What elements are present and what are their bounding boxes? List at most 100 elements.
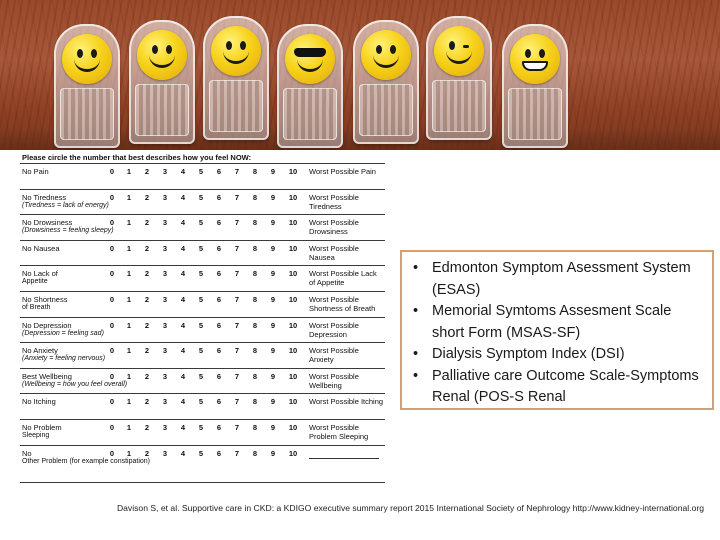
- rating-option[interactable]: 6: [216, 295, 222, 304]
- rating-option[interactable]: 6: [216, 269, 222, 279]
- rating-option[interactable]: 4: [180, 295, 186, 304]
- rating-option[interactable]: 9: [270, 243, 276, 253]
- rating-option[interactable]: 9: [270, 397, 276, 407]
- rating-option[interactable]: 7: [234, 397, 240, 407]
- rating-option[interactable]: 4: [180, 320, 186, 330]
- rating-option[interactable]: 10: [288, 346, 298, 356]
- rating-option[interactable]: 10: [288, 397, 298, 407]
- rating-option[interactable]: 3: [162, 346, 168, 356]
- rating-option[interactable]: 5: [198, 371, 204, 381]
- rating-option[interactable]: 0: [109, 371, 115, 381]
- rating-option[interactable]: 0: [109, 167, 115, 176]
- rating-option[interactable]: 3: [162, 192, 168, 202]
- rating-option[interactable]: 7: [234, 192, 240, 202]
- rating-option[interactable]: 3: [162, 269, 168, 279]
- rating-option[interactable]: 10: [288, 243, 298, 253]
- rating-option[interactable]: 9: [270, 269, 276, 279]
- rating-option[interactable]: 8: [252, 371, 258, 381]
- rating-option[interactable]: 4: [180, 448, 186, 458]
- rating-option[interactable]: 5: [198, 269, 204, 279]
- rating-option[interactable]: 8: [252, 448, 258, 458]
- rating-option[interactable]: 6: [216, 448, 222, 458]
- rating-option[interactable]: 5: [198, 423, 204, 432]
- rating-option[interactable]: 0: [109, 320, 115, 330]
- rating-option[interactable]: 3: [162, 320, 168, 330]
- rating-option[interactable]: 10: [288, 218, 298, 228]
- rating-option[interactable]: 2: [144, 371, 150, 381]
- rating-option[interactable]: 1: [126, 397, 132, 407]
- rating-option[interactable]: 8: [252, 243, 258, 253]
- rating-option[interactable]: 3: [162, 397, 168, 407]
- rating-option[interactable]: 0: [109, 218, 115, 228]
- rating-option[interactable]: 9: [270, 423, 276, 432]
- rating-option[interactable]: 7: [234, 295, 240, 304]
- rating-option[interactable]: 6: [216, 243, 222, 253]
- rating-option[interactable]: 6: [216, 346, 222, 356]
- rating-option[interactable]: 2: [144, 269, 150, 279]
- rating-option[interactable]: 7: [234, 448, 240, 458]
- rating-option[interactable]: 4: [180, 371, 186, 381]
- rating-option[interactable]: 1: [126, 346, 132, 356]
- rating-option[interactable]: 5: [198, 397, 204, 407]
- rating-option[interactable]: 0: [109, 243, 115, 253]
- rating-option[interactable]: 10: [288, 320, 298, 330]
- rating-option[interactable]: 3: [162, 448, 168, 458]
- rating-option[interactable]: 3: [162, 295, 168, 304]
- rating-option[interactable]: 3: [162, 218, 168, 228]
- rating-option[interactable]: 8: [252, 192, 258, 202]
- rating-option[interactable]: 7: [234, 218, 240, 228]
- rating-option[interactable]: 1: [126, 269, 132, 279]
- rating-option[interactable]: 10: [288, 192, 298, 202]
- rating-option[interactable]: 9: [270, 346, 276, 356]
- rating-option[interactable]: 9: [270, 320, 276, 330]
- rating-option[interactable]: 10: [288, 167, 298, 176]
- rating-option[interactable]: 1: [126, 320, 132, 330]
- rating-option[interactable]: 5: [198, 320, 204, 330]
- rating-option[interactable]: 0: [109, 295, 115, 304]
- rating-option[interactable]: 8: [252, 346, 258, 356]
- rating-option[interactable]: 8: [252, 167, 258, 176]
- rating-option[interactable]: 1: [126, 167, 132, 176]
- rating-option[interactable]: 5: [198, 243, 204, 253]
- rating-option[interactable]: 4: [180, 397, 186, 407]
- rating-option[interactable]: 1: [126, 218, 132, 228]
- rating-option[interactable]: 1: [126, 448, 132, 458]
- rating-option[interactable]: 2: [144, 192, 150, 202]
- rating-option[interactable]: 2: [144, 397, 150, 407]
- rating-option[interactable]: 2: [144, 295, 150, 304]
- rating-option[interactable]: 4: [180, 269, 186, 279]
- rating-option[interactable]: 3: [162, 243, 168, 253]
- rating-option[interactable]: 10: [288, 423, 298, 432]
- rating-option[interactable]: 9: [270, 295, 276, 304]
- rating-option[interactable]: 5: [198, 167, 204, 176]
- rating-option[interactable]: 5: [198, 192, 204, 202]
- rating-option[interactable]: 1: [126, 371, 132, 381]
- rating-option[interactable]: 6: [216, 192, 222, 202]
- rating-option[interactable]: 9: [270, 167, 276, 176]
- rating-option[interactable]: 6: [216, 320, 222, 330]
- rating-option[interactable]: 9: [270, 448, 276, 458]
- rating-option[interactable]: 6: [216, 397, 222, 407]
- rating-option[interactable]: 3: [162, 371, 168, 381]
- rating-option[interactable]: 2: [144, 243, 150, 253]
- rating-option[interactable]: 6: [216, 218, 222, 228]
- rating-option[interactable]: 0: [109, 192, 115, 202]
- rating-option[interactable]: 1: [126, 423, 132, 432]
- rating-option[interactable]: 0: [109, 397, 115, 407]
- rating-option[interactable]: 3: [162, 423, 168, 432]
- rating-option[interactable]: 5: [198, 218, 204, 228]
- rating-option[interactable]: 8: [252, 320, 258, 330]
- rating-option[interactable]: 10: [288, 448, 298, 458]
- rating-option[interactable]: 3: [162, 167, 168, 176]
- rating-option[interactable]: 10: [288, 371, 298, 381]
- rating-option[interactable]: 2: [144, 423, 150, 432]
- rating-option[interactable]: 1: [126, 295, 132, 304]
- rating-option[interactable]: 10: [288, 295, 298, 304]
- rating-option[interactable]: 4: [180, 167, 186, 176]
- rating-option[interactable]: 2: [144, 320, 150, 330]
- rating-option[interactable]: 0: [109, 423, 115, 432]
- rating-option[interactable]: 7: [234, 371, 240, 381]
- rating-option[interactable]: 1: [126, 243, 132, 253]
- rating-option[interactable]: 2: [144, 218, 150, 228]
- rating-option[interactable]: 9: [270, 218, 276, 228]
